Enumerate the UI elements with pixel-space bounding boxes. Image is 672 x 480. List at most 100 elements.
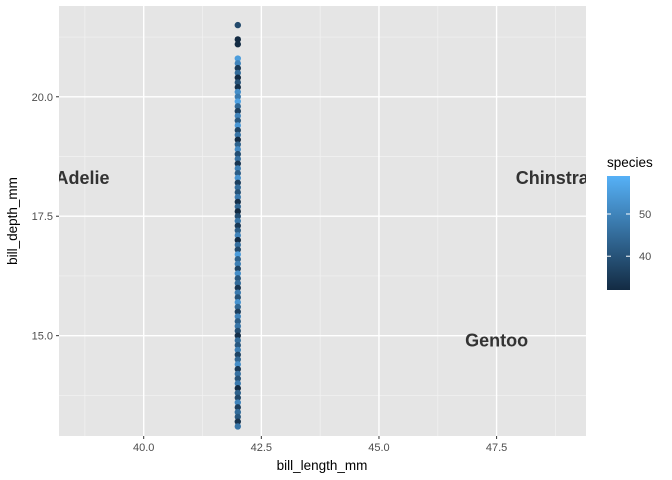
data-point [234,217,242,225]
data-point [234,74,242,81]
legend-break-label: 40 [639,251,651,263]
data-point [234,93,242,100]
data-point [234,55,242,62]
data-point [234,179,242,186]
data-point [234,79,242,86]
y-axis-title: bill_depth_mm [5,177,20,265]
plot-panel: Adelie Chinstrap Gentoo [56,21,600,430]
annotations: Adelie Chinstrap Gentoo [56,168,600,350]
data-point [234,117,242,124]
legend-break-label: 50 [639,209,651,221]
data-point [234,150,242,158]
data-point [234,404,242,411]
data-point [234,222,242,229]
data-point [234,408,242,416]
data-point [234,189,242,196]
data-point [234,370,242,378]
axis-ticks [56,96,498,439]
data-point [234,107,242,115]
data-point [234,193,242,201]
x-axis-title: bill_length_mm [277,458,368,473]
data-point [234,279,242,287]
data-point [234,389,242,397]
data-point [234,213,242,220]
x-tick-label: 40.0 [133,442,154,454]
data-points [234,21,242,430]
legend-colorbar [607,176,630,290]
legend-breaks: 40 50 [607,209,651,263]
data-point [234,337,242,344]
y-tick-label: 17.5 [32,211,53,223]
data-point [234,160,242,167]
data-point [234,141,242,148]
data-point [234,289,242,296]
data-point [234,308,242,315]
data-point [234,88,242,96]
data-point [234,361,242,368]
panel-background [59,6,586,436]
data-point [234,198,242,206]
minor-gridlines [59,6,586,436]
data-point [234,146,242,153]
data-point [234,165,242,172]
data-point [234,174,242,182]
data-point [234,112,242,120]
data-point [234,155,242,163]
data-point [234,64,242,72]
data-point [234,260,242,268]
data-point [234,322,242,330]
data-point [234,36,242,43]
data-point [234,184,242,191]
data-point [234,356,242,363]
data-point [234,351,242,358]
data-point [234,208,242,215]
data-point [234,318,242,325]
legend-title: species [607,155,653,170]
data-point [234,294,242,301]
data-point [234,394,242,401]
annotation-label: Chinstrap [516,168,600,188]
data-point [234,332,242,339]
data-point [234,342,242,349]
data-point [234,60,242,67]
data-point [234,236,242,244]
data-point [234,41,242,48]
data-point [234,203,242,210]
color-legend: species 40 50 [607,155,653,290]
data-point [234,170,242,177]
data-point [234,69,242,77]
data-point [234,227,242,234]
data-point [234,246,242,253]
data-point [234,327,242,335]
y-tick-label: 20.0 [32,92,53,104]
data-point [234,232,242,239]
data-point [234,313,242,320]
annotation-label: Gentoo [465,330,528,350]
data-point [234,284,242,292]
x-tick-label: 45.0 [368,442,389,454]
data-point [234,131,242,139]
data-point [234,122,242,129]
major-gridlines [59,6,586,436]
data-point [234,136,242,143]
data-point [234,256,242,263]
data-point [234,346,242,354]
annotation-label: Adelie [56,168,110,188]
data-point [234,127,242,134]
data-point [234,84,242,91]
data-point [234,98,242,105]
data-point [234,21,242,29]
x-tick-label: 47.5 [486,442,507,454]
data-point [234,270,242,277]
data-point [234,103,242,110]
axis-tick-labels: 40.0 42.5 45.0 47.5 15.0 17.5 20.0 [32,92,508,454]
data-point [234,413,242,421]
x-tick-label: 42.5 [251,442,272,454]
y-tick-label: 15.0 [32,331,53,343]
data-point [234,399,242,406]
data-point [234,265,242,272]
data-point [234,385,242,392]
data-point [234,423,242,430]
data-point [234,375,242,382]
